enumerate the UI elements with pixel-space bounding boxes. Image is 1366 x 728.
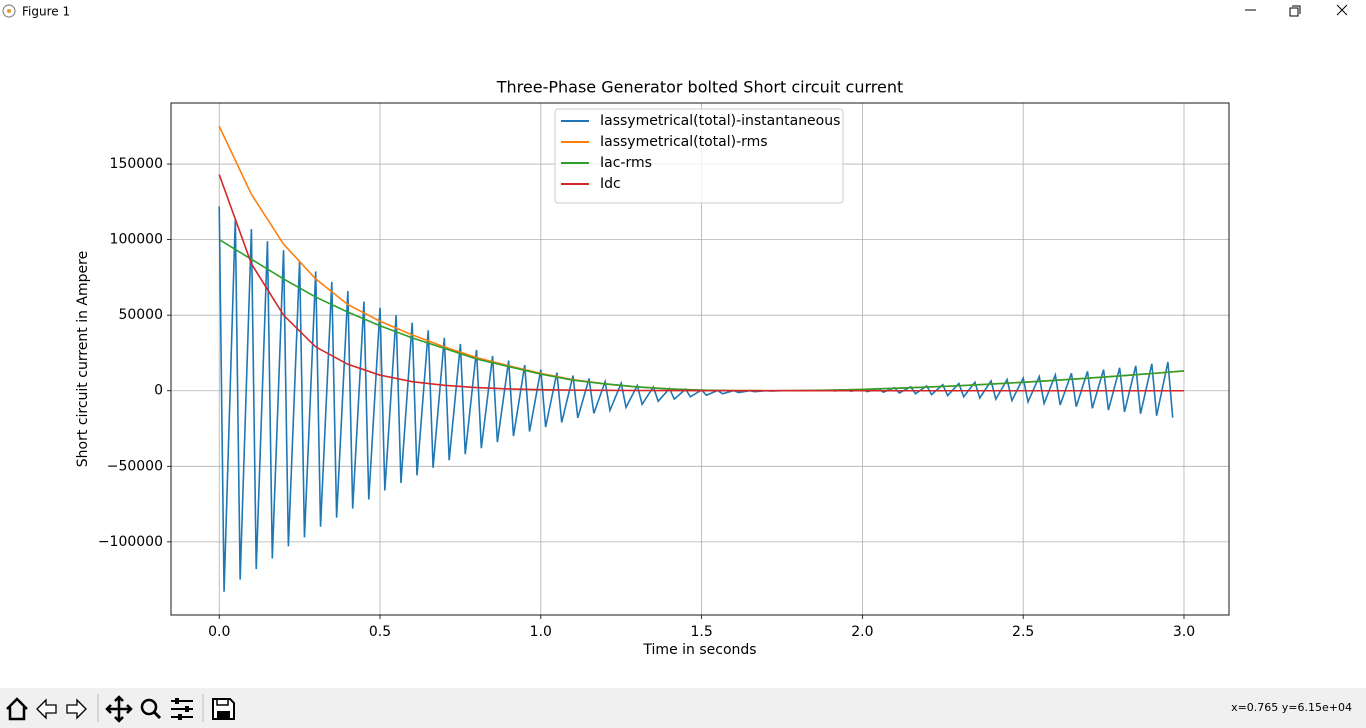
y-tick-label: −50000 bbox=[107, 458, 163, 474]
app-icon bbox=[2, 4, 16, 18]
zoom-button[interactable] bbox=[140, 698, 162, 720]
close-button[interactable] bbox=[1336, 4, 1348, 16]
cursor-status: x=0.765 y=6.15e+04 bbox=[1231, 701, 1352, 714]
restore-button[interactable] bbox=[1289, 5, 1301, 17]
configure-button[interactable] bbox=[171, 698, 193, 720]
series-line bbox=[218, 174, 1184, 392]
y-tick-label: 50000 bbox=[118, 307, 163, 323]
legend-box bbox=[554, 108, 844, 204]
toolbar bbox=[0, 688, 1366, 728]
x-tick-label: 2.5 bbox=[1012, 624, 1034, 640]
y-tick-label: 100000 bbox=[110, 232, 163, 248]
chart-title: Three-Phase Generator bolted Short circu… bbox=[496, 78, 904, 97]
save-button[interactable] bbox=[212, 698, 235, 720]
legend-label: Iac-rms bbox=[600, 155, 652, 171]
window-title: Figure 1 bbox=[22, 5, 70, 19]
forward-button[interactable] bbox=[66, 698, 87, 720]
x-axis-label: Time in seconds bbox=[642, 642, 756, 658]
series-line bbox=[218, 206, 1174, 592]
x-tick-label: 2.0 bbox=[851, 624, 873, 640]
back-button[interactable] bbox=[36, 698, 57, 720]
legend-label: Iassymetrical(total)-instantaneous bbox=[600, 113, 840, 129]
title-bar bbox=[0, 0, 1366, 24]
y-tick-label: 0 bbox=[154, 383, 163, 399]
legend-label: Iassymetrical(total)-rms bbox=[600, 134, 768, 150]
x-tick-label: 0.0 bbox=[208, 624, 230, 640]
axes-frame bbox=[170, 102, 1230, 616]
y-tick-label: 150000 bbox=[110, 156, 163, 172]
legend-label: Idc bbox=[600, 176, 621, 192]
x-tick-label: 1.5 bbox=[690, 624, 712, 640]
plot: Three-Phase Generator bolted Short circu… bbox=[75, 78, 1230, 658]
x-tick-label: 0.5 bbox=[369, 624, 391, 640]
y-axis-label: Short circuit current in Ampere bbox=[75, 251, 91, 467]
pan-button[interactable] bbox=[105, 695, 133, 723]
x-tick-label: 3.0 bbox=[1173, 624, 1195, 640]
home-button[interactable] bbox=[6, 697, 28, 721]
y-tick-label: −100000 bbox=[98, 534, 163, 550]
x-tick-label: 1.0 bbox=[530, 624, 552, 640]
